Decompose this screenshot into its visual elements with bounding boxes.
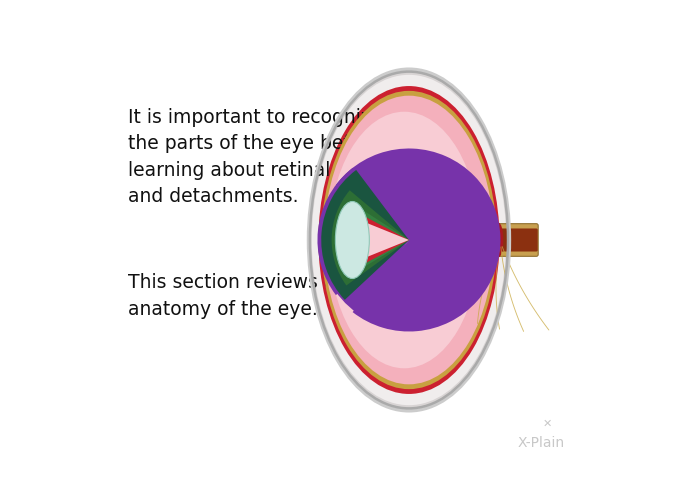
Wedge shape <box>321 170 409 300</box>
Ellipse shape <box>318 86 500 394</box>
Text: It is important to recognize
the parts of the eye before
learning about retinal : It is important to recognize the parts o… <box>128 108 385 206</box>
Wedge shape <box>341 203 409 275</box>
Text: This section reviews the
anatomy of the eye.: This section reviews the anatomy of the … <box>128 273 355 319</box>
Wedge shape <box>318 148 500 332</box>
Text: X-Plain: X-Plain <box>517 436 565 450</box>
Wedge shape <box>336 168 409 240</box>
Ellipse shape <box>329 112 480 368</box>
Wedge shape <box>319 167 409 313</box>
Wedge shape <box>351 213 409 267</box>
Wedge shape <box>332 190 409 286</box>
FancyBboxPatch shape <box>497 224 538 256</box>
Ellipse shape <box>321 91 497 389</box>
Text: ✕: ✕ <box>542 419 552 429</box>
Ellipse shape <box>335 202 370 278</box>
Ellipse shape <box>494 223 503 257</box>
Ellipse shape <box>310 72 508 408</box>
Ellipse shape <box>324 96 494 384</box>
Wedge shape <box>360 222 409 258</box>
Ellipse shape <box>312 75 506 405</box>
FancyBboxPatch shape <box>500 228 538 252</box>
